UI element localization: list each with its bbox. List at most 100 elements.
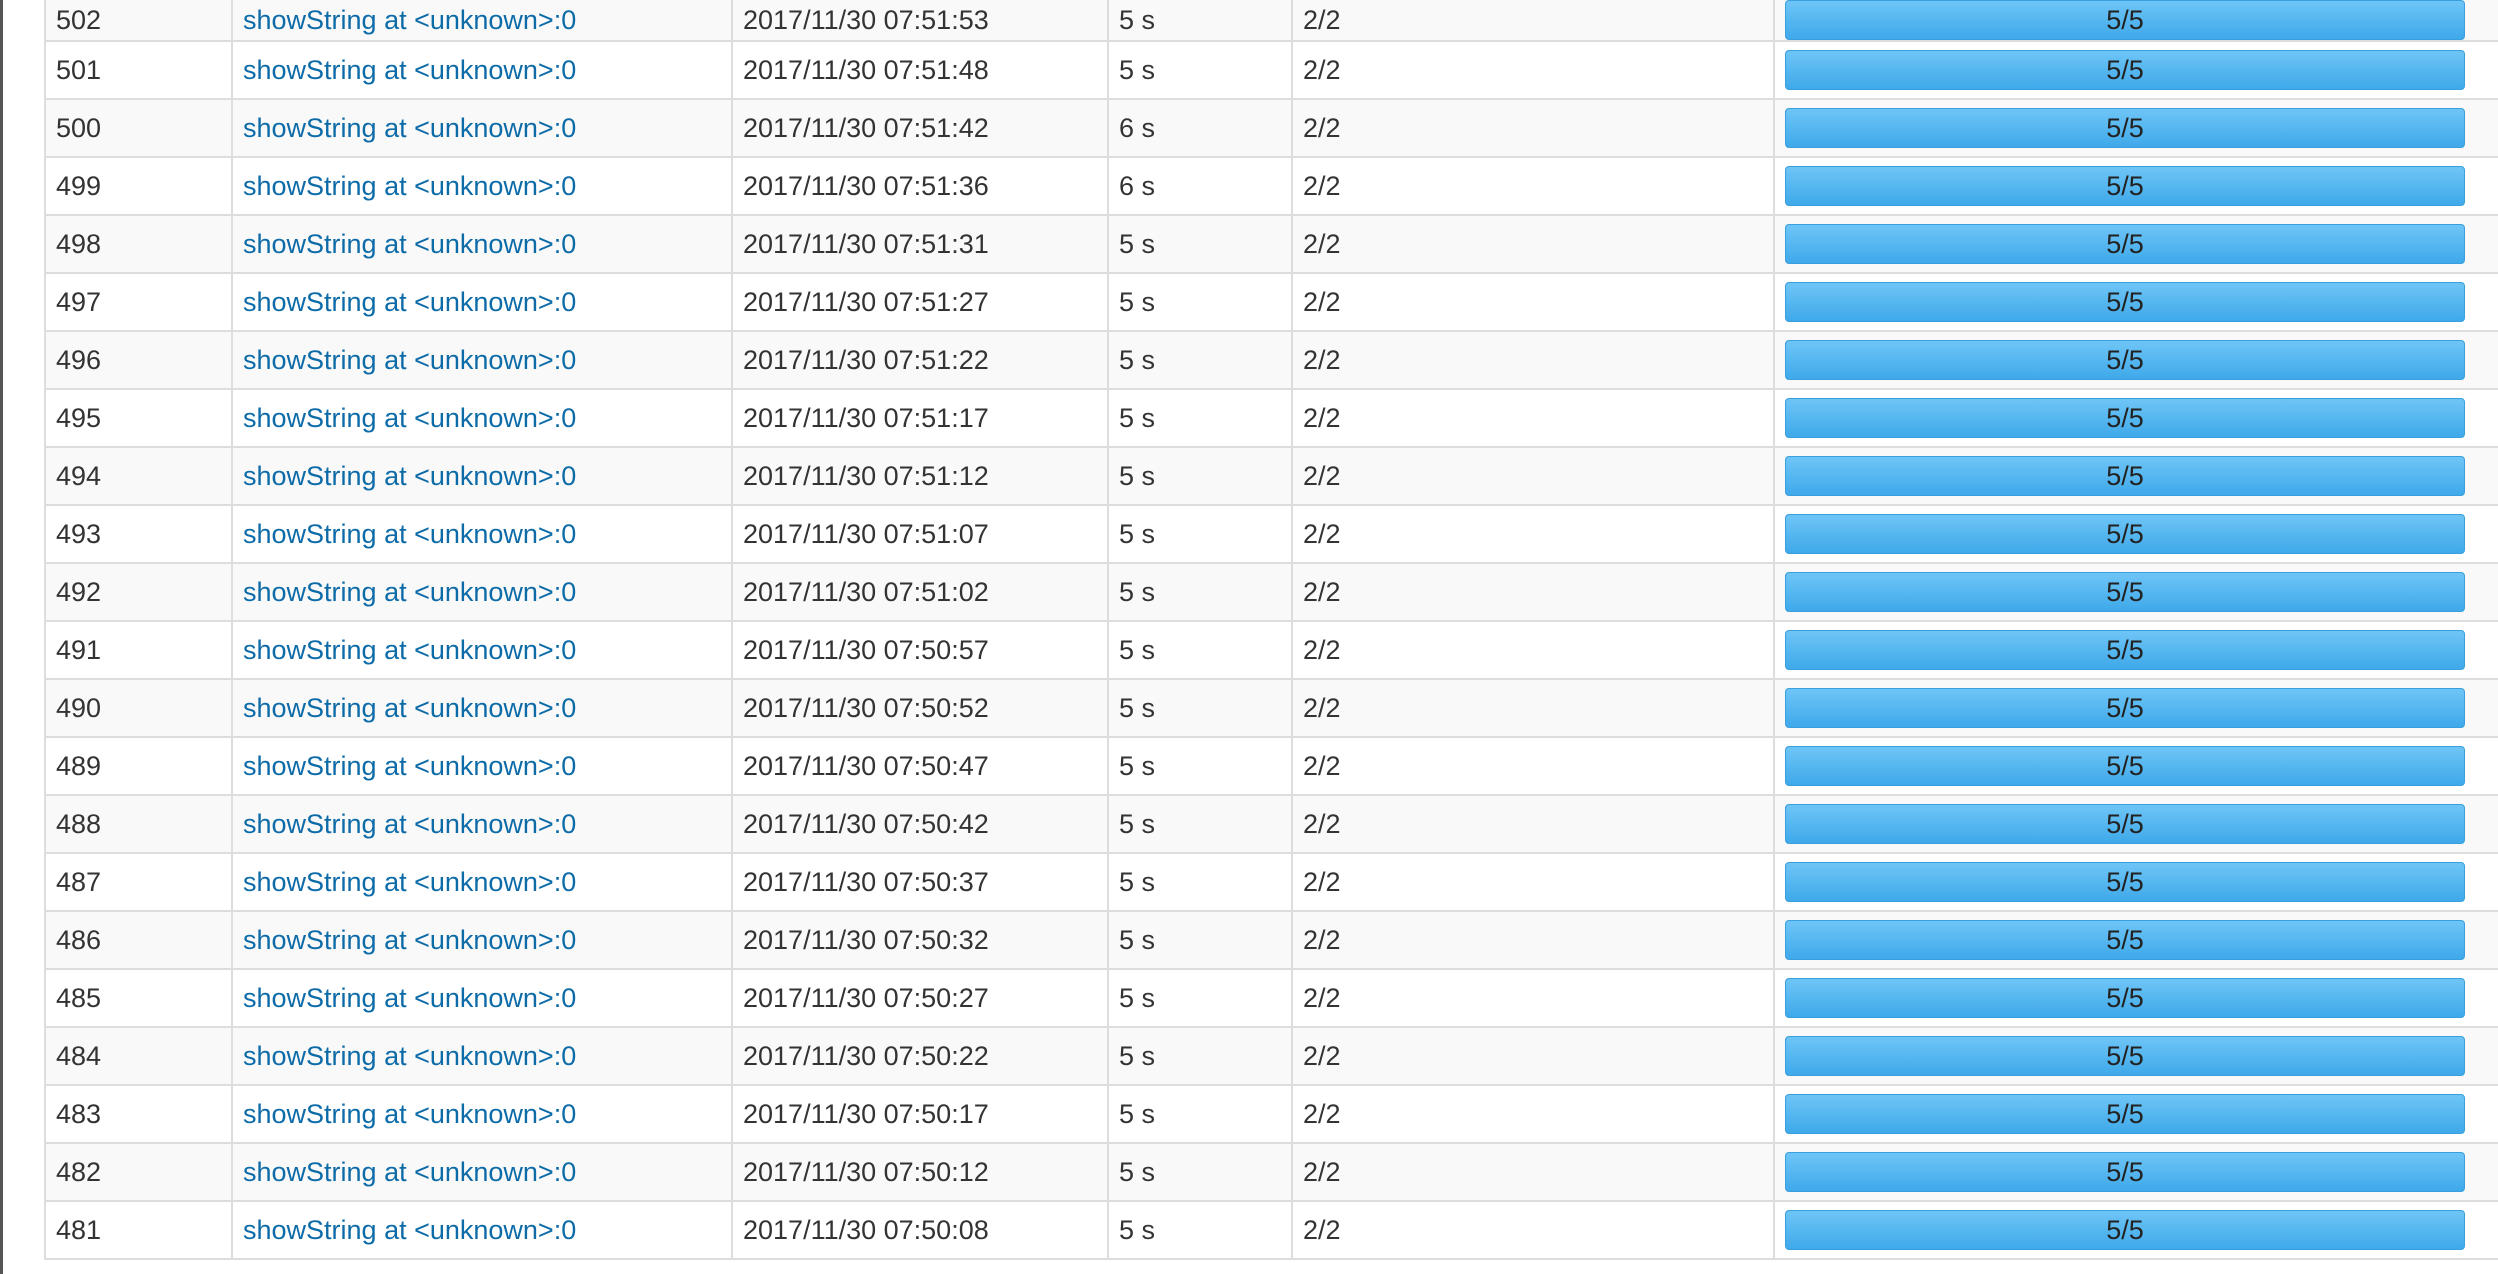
job-description-cell: showString at <unknown>:0 [233,158,733,214]
submitted-time-cell: 2017/11/30 07:50:37 [733,854,1109,910]
tasks-progress-label: 5/5 [2106,750,2144,781]
job-id-cell: 498 [46,216,233,272]
stages-succeeded-cell: 2/2 [1293,158,1775,214]
stages-succeeded-cell: 2/2 [1293,42,1775,98]
duration-cell: 5 s [1109,1202,1293,1258]
tasks-cell: 5/5 [1775,680,2498,736]
duration-cell: 5 s [1109,274,1293,330]
stages-succeeded-cell: 2/2 [1293,506,1775,562]
job-id-cell: 487 [46,854,233,910]
job-description-link[interactable]: showString at <unknown>:0 [243,808,577,839]
job-id-cell: 485 [46,970,233,1026]
job-description-link[interactable]: showString at <unknown>:0 [243,170,577,201]
submitted-time-cell: 2017/11/30 07:51:31 [733,216,1109,272]
duration-cell: 5 s [1109,506,1293,562]
job-description-cell: showString at <unknown>:0 [233,390,733,446]
stages-succeeded-cell: 2/2 [1293,738,1775,794]
table-row: 493 showString at <unknown>:0 2017/11/30 0… [46,506,2498,564]
job-description-link[interactable]: showString at <unknown>:0 [243,1156,577,1187]
table-row: 496 showString at <unknown>:0 2017/11/30 0… [46,332,2498,390]
stages-succeeded-cell: 2/2 [1293,854,1775,910]
tasks-cell: 5/5 [1775,42,2498,98]
tasks-progress-label: 5/5 [2106,1156,2144,1187]
tasks-cell: 5/5 [1775,158,2498,214]
tasks-progress-bar: 5/5 [1785,1036,2465,1076]
job-description-link[interactable]: showString at <unknown>:0 [243,924,577,955]
submitted-time-cell: 2017/11/30 07:51:42 [733,100,1109,156]
submitted-time-cell: 2017/11/30 07:50:32 [733,912,1109,968]
job-description-cell: showString at <unknown>:0 [233,448,733,504]
table-row: 492 showString at <unknown>:0 2017/11/30 0… [46,564,2498,622]
job-description-link[interactable]: showString at <unknown>:0 [243,692,577,723]
job-description-cell: showString at <unknown>:0 [233,506,733,562]
tasks-cell: 5/5 [1775,390,2498,446]
duration-cell: 5 s [1109,0,1293,40]
table-row: 486 showString at <unknown>:0 2017/11/30 0… [46,912,2498,970]
job-description-link[interactable]: showString at <unknown>:0 [243,1098,577,1129]
job-id-cell: 488 [46,796,233,852]
tasks-progress-label: 5/5 [2106,692,2144,723]
job-id-cell: 501 [46,42,233,98]
tasks-progress-bar: 5/5 [1785,1152,2465,1192]
job-description-link[interactable]: showString at <unknown>:0 [243,866,577,897]
job-id-cell: 500 [46,100,233,156]
job-description-link[interactable]: showString at <unknown>:0 [243,4,577,35]
job-id-cell: 484 [46,1028,233,1084]
job-description-cell: showString at <unknown>:0 [233,1202,733,1258]
job-description-link[interactable]: showString at <unknown>:0 [243,460,577,491]
job-description-link[interactable]: showString at <unknown>:0 [243,344,577,375]
duration-cell: 5 s [1109,332,1293,388]
tasks-cell: 5/5 [1775,1086,2498,1142]
job-description-link[interactable]: showString at <unknown>:0 [243,576,577,607]
job-description-link[interactable]: showString at <unknown>:0 [243,982,577,1013]
table-row: 497 showString at <unknown>:0 2017/11/30 0… [46,274,2498,332]
tasks-cell: 5/5 [1775,970,2498,1026]
tasks-cell: 5/5 [1775,564,2498,620]
job-description-link[interactable]: showString at <unknown>:0 [243,112,577,143]
job-id-cell: 496 [46,332,233,388]
submitted-time-cell: 2017/11/30 07:50:47 [733,738,1109,794]
submitted-time-cell: 2017/11/30 07:51:53 [733,0,1109,40]
job-description-cell: showString at <unknown>:0 [233,42,733,98]
tasks-progress-label: 5/5 [2106,402,2144,433]
duration-cell: 5 s [1109,1144,1293,1200]
submitted-time-cell: 2017/11/30 07:51:48 [733,42,1109,98]
tasks-cell: 5/5 [1775,796,2498,852]
job-description-cell: showString at <unknown>:0 [233,622,733,678]
tasks-progress-label: 5/5 [2106,286,2144,317]
job-id-cell: 492 [46,564,233,620]
job-description-link[interactable]: showString at <unknown>:0 [243,54,577,85]
job-description-link[interactable]: showString at <unknown>:0 [243,402,577,433]
tasks-progress-bar: 5/5 [1785,340,2465,380]
tasks-progress-bar: 5/5 [1785,166,2465,206]
table-row: 501 showString at <unknown>:0 2017/11/30 0… [46,42,2498,100]
job-description-cell: showString at <unknown>:0 [233,796,733,852]
submitted-time-cell: 2017/11/30 07:51:12 [733,448,1109,504]
table-row: 498 showString at <unknown>:0 2017/11/30 0… [46,216,2498,274]
job-description-cell: showString at <unknown>:0 [233,680,733,736]
tasks-progress-bar: 5/5 [1785,282,2465,322]
job-description-link[interactable]: showString at <unknown>:0 [243,1214,577,1245]
tasks-progress-label: 5/5 [2106,808,2144,839]
tasks-progress-bar: 5/5 [1785,746,2465,786]
tasks-progress-bar: 5/5 [1785,920,2465,960]
job-id-cell: 486 [46,912,233,968]
job-description-link[interactable]: showString at <unknown>:0 [243,286,577,317]
stages-succeeded-cell: 2/2 [1293,970,1775,1026]
submitted-time-cell: 2017/11/30 07:50:08 [733,1202,1109,1258]
submitted-time-cell: 2017/11/30 07:50:12 [733,1144,1109,1200]
job-id-cell: 497 [46,274,233,330]
job-description-link[interactable]: showString at <unknown>:0 [243,1040,577,1071]
stages-succeeded-cell: 2/2 [1293,274,1775,330]
job-description-link[interactable]: showString at <unknown>:0 [243,518,577,549]
job-description-cell: showString at <unknown>:0 [233,1086,733,1142]
submitted-time-cell: 2017/11/30 07:50:22 [733,1028,1109,1084]
tasks-progress-label: 5/5 [2106,170,2144,201]
submitted-time-cell: 2017/11/30 07:51:02 [733,564,1109,620]
tasks-progress-label: 5/5 [2106,518,2144,549]
job-description-link[interactable]: showString at <unknown>:0 [243,228,577,259]
job-description-link[interactable]: showString at <unknown>:0 [243,750,577,781]
job-description-link[interactable]: showString at <unknown>:0 [243,634,577,665]
submitted-time-cell: 2017/11/30 07:51:36 [733,158,1109,214]
stages-succeeded-cell: 2/2 [1293,1028,1775,1084]
